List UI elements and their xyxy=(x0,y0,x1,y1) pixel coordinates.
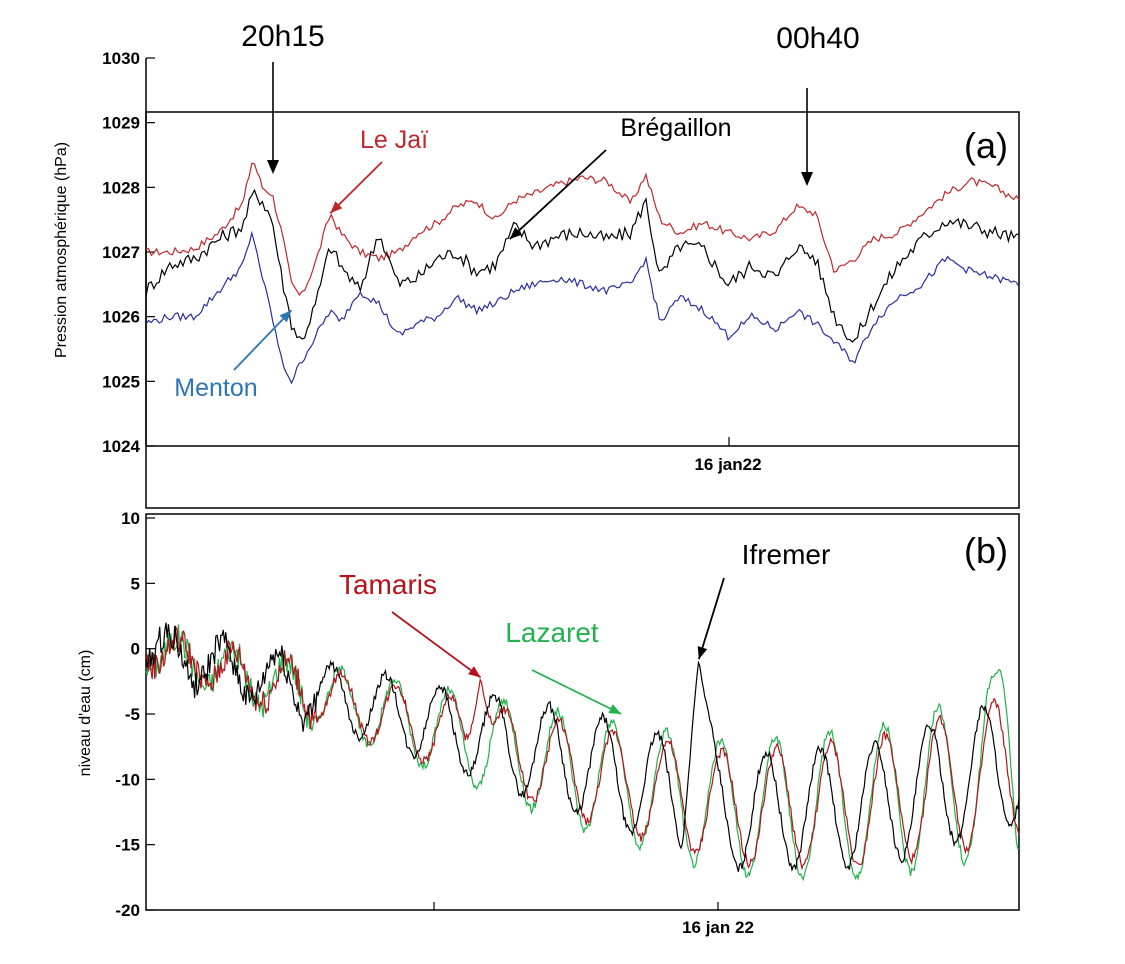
series-label-bregaillon: Brégaillon xyxy=(620,114,731,142)
time-annotation-right: 00h40 xyxy=(776,22,859,55)
water-level-y-tick-label: -10 xyxy=(115,770,140,789)
water-level-y-tick-label: -20 xyxy=(115,901,140,920)
pressure-y-tick-label: 1027 xyxy=(102,243,140,262)
callout-arrow-le-jai xyxy=(329,161,383,214)
callout-arrow-tamaris xyxy=(391,611,482,679)
callout-arrowhead-ifremer xyxy=(697,646,708,660)
pressure-y-tick-label: 1026 xyxy=(102,308,140,327)
pressure-y-tick-label: 1024 xyxy=(102,437,140,456)
water-level-x-tick-label: 16 jan 22 xyxy=(682,918,754,937)
series-label-ifremer: Ifremer xyxy=(742,539,831,570)
pressure-panel: 1024 1025 1026 1027 1028 1029 1030 16 jan22 Pr… xyxy=(53,49,1020,509)
series-label-menton: Menton xyxy=(174,374,257,402)
callout-arrowhead-le-jai xyxy=(330,201,343,214)
pressure-series-le-jai xyxy=(145,162,1020,296)
water-level-series-lazaret xyxy=(145,624,1020,882)
callout-arrow-menton xyxy=(233,309,293,371)
callout-arrowhead-bregaillon xyxy=(509,227,522,240)
series-label-le-jai: Le Jaï xyxy=(360,126,428,154)
water-level-y-tick-label: 0 xyxy=(131,640,140,659)
water-level-y-tick-label: 5 xyxy=(131,574,140,593)
water-level-y-tick-label: -15 xyxy=(115,836,140,855)
water-level-series-ifremer xyxy=(145,622,1020,873)
pressure-y-tick-label: 1025 xyxy=(102,372,140,391)
water-level-y-axis-label: niveau d'eau (cm) xyxy=(77,650,94,777)
callout-arrowhead-tamaris xyxy=(468,666,481,678)
series-label-lazaret: Lazaret xyxy=(505,617,599,648)
pressure-series-menton xyxy=(145,230,1020,385)
callout-arrow-lazaret xyxy=(531,669,622,715)
pressure-series-bregaillon xyxy=(145,188,1020,343)
time-annotation-left: 20h15 xyxy=(241,20,324,53)
series-label-tamaris: Tamaris xyxy=(339,569,437,600)
pressure-x-tick-label: 16 jan22 xyxy=(694,455,761,474)
water-level-panel-frame xyxy=(145,513,1020,911)
time-arrows xyxy=(267,62,813,186)
pressure-y-axis-label: Pression atmosphérique (hPa) xyxy=(53,142,70,358)
pressure-panel-label: (a) xyxy=(964,125,1008,166)
pressure-y-tick-label: 1029 xyxy=(102,114,140,133)
callout-arrow-ifremer xyxy=(698,577,725,660)
callout-arrowhead-menton xyxy=(279,310,292,323)
water-level-y-tick-label: 10 xyxy=(121,509,140,528)
pressure-y-tick-label: 1030 xyxy=(102,49,140,68)
pressure-y-tick-label: 1028 xyxy=(102,178,140,197)
water-level-series-tamaris xyxy=(145,625,1020,871)
water-level-panel-label: (b) xyxy=(964,530,1008,571)
callout-arrow-bregaillon xyxy=(509,149,607,240)
callout-arrowhead-lazaret xyxy=(608,704,622,714)
water-level-y-tick-label: -5 xyxy=(125,705,140,724)
water-level-panel: -20 -15 -10 -5 0 5 10 16 jan 22 niveau d'eau (… xyxy=(77,509,1020,937)
